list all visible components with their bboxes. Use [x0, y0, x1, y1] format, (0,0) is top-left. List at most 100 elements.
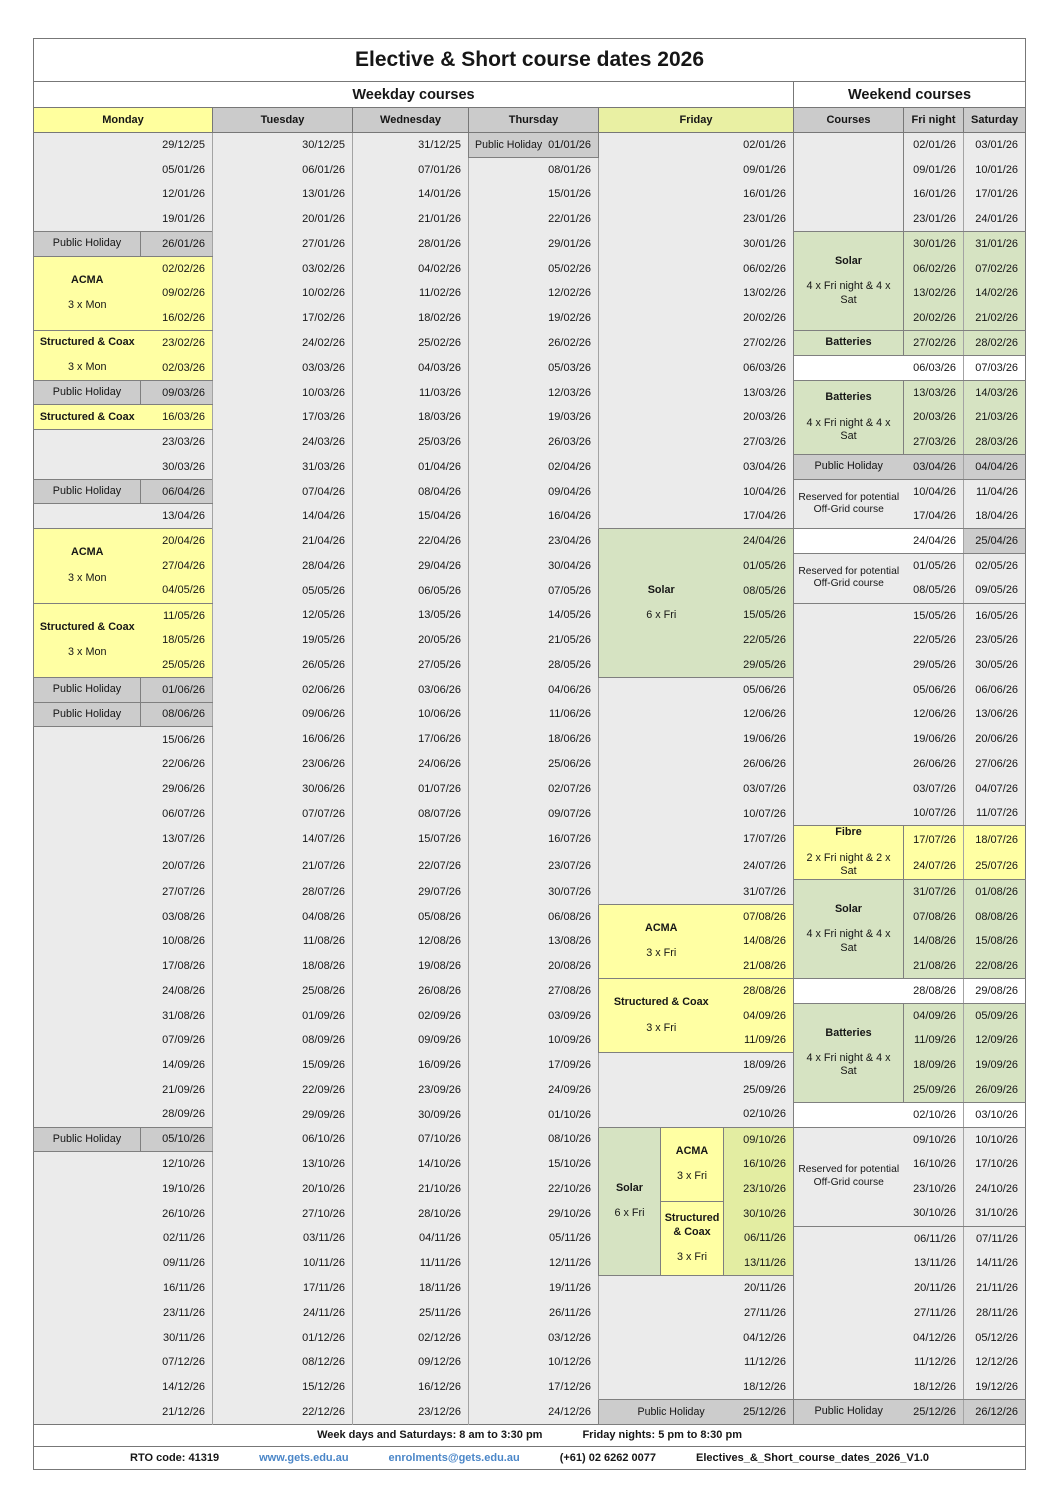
course-schedule-label: 3 x Fri	[677, 1170, 707, 1183]
friday-date-cell: 03/07/26	[598, 776, 794, 802]
monday-date-cell: 01/06/26	[140, 676, 213, 703]
course-schedule-label: 3 x Mon	[68, 299, 107, 312]
thursday-date-cell: 06/08/26	[468, 904, 599, 929]
monday-date-cell: 16/02/26	[140, 305, 213, 332]
saturday-date-cell: 15/08/26	[962, 928, 1026, 954]
wednesday-date-cell: 09/12/26	[352, 1349, 469, 1375]
fri-night-date-cell: 04/09/26	[903, 1002, 964, 1028]
course-name-label: Structured & Coax	[664, 1212, 720, 1238]
col-header-saturday: Saturday	[962, 107, 1027, 133]
wednesday-date-cell: 20/05/26	[352, 627, 469, 653]
week-row: 27/07/26 28/07/26 29/07/26 30/07/26 31/07/26…	[33, 878, 1026, 979]
monday-course-block: Structured & Coax	[33, 404, 141, 431]
public-holiday-label: Public Holiday	[52, 682, 122, 695]
thursday-date-cell: 20/08/26	[468, 953, 599, 979]
week-row: Public Holiday 06/04/26 07/04/26 08/04/26 09…	[33, 478, 1026, 530]
friday-date-cell: 09/01/26	[598, 157, 794, 183]
public-holiday-label: Public Holiday	[52, 237, 122, 250]
public-holiday-cell: Public Holiday	[33, 676, 141, 703]
saturday-date-cell: 07/02/26	[962, 256, 1026, 282]
week-row: Structured & Coax 3 x Mon 11/05/26 12/05/26…	[33, 602, 1026, 827]
saturday-date-cell: 20/06/26	[962, 726, 1026, 752]
course-name-label: Batteries	[825, 1026, 872, 1039]
fri-night-date-cell: 01/05/26	[903, 553, 964, 579]
wednesday-date-cell: 02/12/26	[352, 1325, 469, 1350]
week-row: 03/08/26 04/08/26 05/08/26 06/08/26 ACMA 3 x …	[33, 903, 1026, 979]
week-row: 31/08/26 01/09/26 02/09/26 03/09/26 04/09/26…	[33, 1002, 1026, 1103]
fri-night-date-cell: 25/09/26	[903, 1077, 964, 1103]
fri-night-date-cell: 27/11/26	[903, 1300, 964, 1326]
tuesday-date-cell: 20/10/26	[212, 1176, 353, 1202]
saturday-date-cell: 25/07/26	[962, 852, 1026, 880]
week-row: 12/01/26 13/01/26 14/01/26 15/01/26 16/01/26…	[33, 182, 1026, 207]
hours-weekday-text: Week days and Saturdays: 8 am to 3:30 pm	[317, 1429, 543, 1442]
week-row: 30/11/26 01/12/26 02/12/26 03/12/26 04/12/26…	[33, 1325, 1026, 1350]
thursday-date-cell: 15/10/26	[468, 1151, 599, 1177]
week-row: 17/08/26 18/08/26 19/08/26 20/08/26 21/08/26…	[33, 953, 1026, 979]
reserved-offgrid-cell: Reserved for potential Off-Grid course	[793, 1126, 904, 1227]
thursday-date-cell: 19/03/26	[468, 404, 599, 430]
weekend-empty-cell	[793, 1101, 904, 1128]
course-name-label: Structured & Coax	[39, 620, 135, 633]
course-name-label: ACMA	[675, 1144, 709, 1157]
tuesday-date-cell: 10/11/26	[212, 1250, 353, 1276]
thursday-date-cell: 16/04/26	[468, 503, 599, 529]
fri-night-date-cell: 05/06/26	[903, 677, 964, 703]
wednesday-date-cell: 21/01/26	[352, 206, 469, 232]
col-header-friday: Friday	[598, 107, 794, 133]
public-holiday-cell: Public Holiday	[793, 1398, 904, 1425]
saturday-date-cell: 08/08/26	[962, 904, 1026, 929]
fri-night-date-cell: 23/01/26	[903, 206, 964, 233]
tuesday-date-cell: 26/05/26	[212, 652, 353, 678]
fri-night-date-cell: 18/12/26	[903, 1374, 964, 1400]
saturday-date-cell: 22/08/26	[962, 953, 1026, 979]
saturday-date-cell: 07/11/26	[962, 1225, 1026, 1251]
friday-date-cell: 28/08/26	[723, 977, 794, 1004]
tuesday-date-cell: 01/09/26	[212, 1003, 353, 1028]
monday-date-cell: 09/03/26	[140, 379, 213, 406]
rto-code-text: RTO code: 41319	[130, 1451, 220, 1464]
week-row: 16/11/26 17/11/26 18/11/26 19/11/26 20/11/26…	[33, 1275, 1026, 1301]
wednesday-date-cell: 14/10/26	[352, 1151, 469, 1177]
fri-night-date-cell: 28/08/26	[903, 977, 964, 1004]
weekend-empty-cell	[793, 977, 904, 1004]
week-row: 07/12/26 08/12/26 09/12/26 10/12/26 11/12/26…	[33, 1349, 1026, 1375]
week-row: Structured & Coax 3 x Mon 23/02/26 24/02/26…	[33, 330, 1026, 381]
saturday-date-cell: 21/11/26	[962, 1275, 1026, 1301]
wednesday-date-cell: 23/09/26	[352, 1077, 469, 1103]
thursday-date-cell: 24/12/26	[468, 1399, 599, 1425]
wednesday-date-cell: 16/12/26	[352, 1374, 469, 1400]
wednesday-date-cell: 28/01/26	[352, 231, 469, 257]
weekend-empty-cell	[793, 1225, 904, 1400]
week-row: Public Holiday 08/06/26 09/06/26 10/06/26 11…	[33, 701, 1026, 728]
monday-date-cell: 07/09/26	[33, 1027, 213, 1053]
wednesday-date-cell: 04/02/26	[352, 256, 469, 282]
monday-date-cell: 31/08/26	[33, 1003, 213, 1028]
file-version-text: Electives_&_Short_course_dates_2026_V1.0	[696, 1451, 930, 1464]
wednesday-date-cell: 18/02/26	[352, 305, 469, 331]
week-row: 21/09/26 22/09/26 23/09/26 24/09/26 25/09/26…	[33, 1077, 1026, 1103]
tuesday-date-cell: 22/09/26	[212, 1077, 353, 1103]
week-row: 15/06/26 16/06/26 17/06/26 18/06/26 19/06/26…	[33, 726, 1026, 752]
week-row: 28/09/26 29/09/26 30/09/26 01/10/26 02/10/26…	[33, 1101, 1026, 1128]
tuesday-date-cell: 31/03/26	[212, 454, 353, 480]
website-link[interactable]: www.gets.edu.au	[259, 1451, 349, 1464]
tuesday-date-cell: 27/01/26	[212, 231, 353, 257]
tuesday-date-cell: 30/06/26	[212, 776, 353, 802]
friday-date-cell: 11/09/26	[723, 1027, 794, 1054]
friday-date-cell: 18/09/26	[598, 1052, 794, 1078]
col-header-wednesday: Wednesday	[352, 107, 469, 133]
public-holiday-cell: Public Holiday	[33, 231, 141, 257]
friday-date-cell: 24/07/26	[598, 852, 794, 880]
saturday-date-cell: 30/05/26	[962, 652, 1026, 678]
course-name-label: Batteries	[825, 391, 872, 404]
friday-date-cell: 17/04/26	[598, 503, 794, 529]
monday-date-cell: 15/06/26	[33, 726, 213, 752]
saturday-date-cell: 21/02/26	[962, 305, 1026, 332]
fri-night-date-cell: 04/12/26	[903, 1325, 964, 1350]
wednesday-date-cell: 15/07/26	[352, 825, 469, 853]
monday-date-cell: 17/08/26	[33, 953, 213, 979]
friday-date-cell: 10/07/26	[598, 801, 794, 826]
email-link[interactable]: enrolments@gets.edu.au	[388, 1451, 520, 1464]
wednesday-date-cell: 29/07/26	[352, 879, 469, 905]
